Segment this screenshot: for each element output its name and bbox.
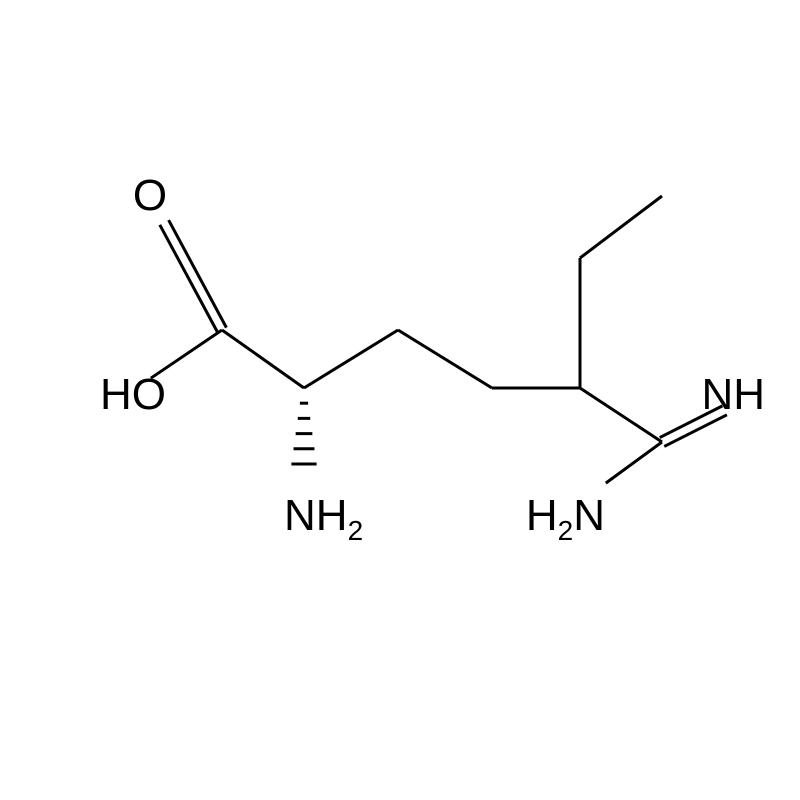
atom-label-O_OH: HO xyxy=(100,370,166,419)
atom-label-N_NH2b: H2N xyxy=(526,491,605,546)
atom-label-O_dbl: O xyxy=(133,171,167,220)
molecule-diagram: O HO NH2 H2N NH xyxy=(0,0,800,800)
atom-label-N_NH2a: NH2 xyxy=(284,491,363,546)
atom-label-N_NH: NH xyxy=(701,370,765,419)
